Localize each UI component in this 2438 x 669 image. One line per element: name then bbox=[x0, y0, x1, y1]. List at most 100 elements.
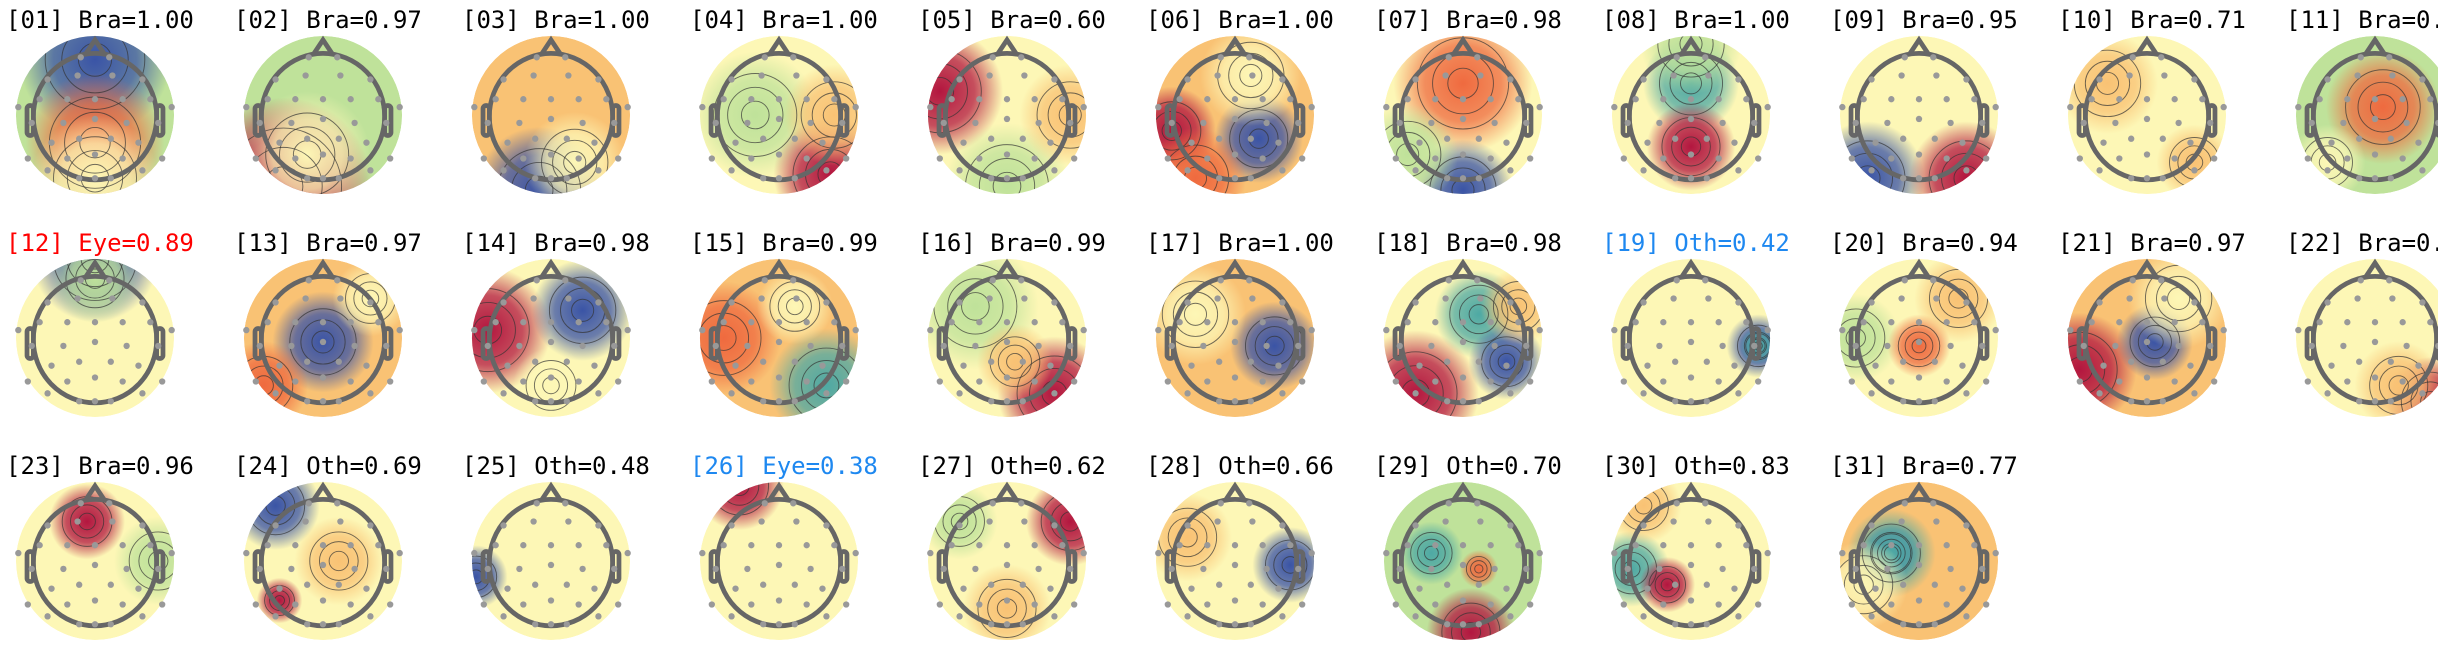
electrode-dot bbox=[2308, 342, 2315, 350]
electrode-dot bbox=[492, 319, 499, 326]
activation-blob bbox=[927, 35, 1004, 155]
component-label: [17] Bra=1.00 bbox=[1146, 229, 1334, 257]
electrode-dot bbox=[107, 175, 114, 182]
component-label: [10] Bra=0.71 bbox=[2058, 6, 2246, 34]
electrode-dot bbox=[1231, 398, 1239, 405]
contour-line bbox=[950, 512, 969, 531]
electrode-dot bbox=[1003, 561, 1011, 569]
nose-icon bbox=[2135, 258, 2159, 279]
component-topomap: [25] Oth=0.48 bbox=[458, 446, 686, 669]
contour-line bbox=[1460, 621, 1482, 641]
electrode-dot bbox=[791, 358, 798, 365]
electrode-dot bbox=[1459, 175, 1467, 182]
contour-line bbox=[1668, 35, 1714, 67]
contour-line bbox=[1451, 612, 1491, 641]
activation-blob bbox=[513, 347, 589, 418]
electrode-dot bbox=[2211, 155, 2218, 162]
electrode-dot bbox=[532, 175, 539, 182]
electrode-dot bbox=[823, 522, 830, 529]
electrode-dot bbox=[2207, 119, 2214, 127]
electrode-dot bbox=[1507, 299, 1514, 306]
electrode-dot bbox=[471, 103, 478, 111]
electrode-dot bbox=[2096, 167, 2103, 174]
electrode-dot bbox=[1702, 54, 1709, 61]
component-topomap: [24] Oth=0.69 bbox=[230, 446, 458, 669]
electrode-dot bbox=[1071, 155, 1078, 162]
electrode-dot bbox=[2419, 167, 2426, 174]
nose-icon bbox=[83, 481, 107, 502]
electrode-dot bbox=[155, 342, 162, 350]
contour-line bbox=[2369, 94, 2396, 121]
contour-line bbox=[1904, 331, 1934, 361]
electrode-dot bbox=[76, 175, 83, 182]
electrode-dot bbox=[337, 72, 344, 79]
electrode-dot bbox=[831, 96, 838, 103]
electrode-dot bbox=[927, 326, 934, 334]
electrode-dot bbox=[1168, 565, 1175, 573]
electrode-dot bbox=[1687, 115, 1695, 123]
electrode-dot bbox=[91, 96, 99, 103]
electrode-dot bbox=[1246, 54, 1253, 61]
electrode-dot bbox=[1507, 390, 1514, 397]
electrode-dot bbox=[1184, 390, 1191, 397]
electrode-dot bbox=[1432, 96, 1439, 103]
electrode-dot bbox=[533, 54, 540, 61]
component-topomap: [31] Bra=0.77 bbox=[1826, 446, 2054, 669]
scalp-map bbox=[1155, 481, 1315, 641]
electrode-dot bbox=[1487, 542, 1494, 549]
electrode-dot bbox=[1959, 585, 1966, 592]
electrode-dot bbox=[1848, 378, 1855, 385]
electrode-dot bbox=[1898, 518, 1905, 525]
electrode-dot bbox=[986, 518, 993, 525]
electrode-dot bbox=[272, 299, 279, 306]
electrode-dot bbox=[1216, 581, 1223, 588]
electrode-dot bbox=[1459, 542, 1467, 549]
electrode-dot bbox=[2427, 319, 2434, 326]
component-topomap: [16] Bra=0.99 bbox=[914, 223, 1142, 446]
electrode-dot bbox=[256, 119, 263, 127]
contour-line bbox=[1654, 572, 1680, 598]
electrode-dot bbox=[760, 135, 767, 142]
electrode-dot bbox=[1915, 398, 1923, 405]
electrode-dot bbox=[1943, 601, 1950, 608]
component-label: [07] Bra=0.98 bbox=[1374, 6, 1562, 34]
electrode-dot bbox=[1933, 518, 1940, 525]
electrode-dot bbox=[1080, 103, 1087, 111]
electrode-dot bbox=[1031, 319, 1038, 326]
electrode-dot bbox=[1703, 358, 1710, 365]
electrode-dot bbox=[956, 390, 963, 397]
electrode-dot bbox=[168, 326, 175, 334]
electrode-dot bbox=[1860, 96, 1867, 103]
contour-line bbox=[1036, 81, 1087, 149]
component-topomap: [07] Bra=0.98 bbox=[1370, 0, 1598, 223]
electrode-dot bbox=[1915, 151, 1923, 158]
contour-line bbox=[1468, 304, 1489, 325]
electrode-dot bbox=[948, 96, 955, 103]
contour-line bbox=[552, 139, 598, 186]
electrode-dot bbox=[319, 151, 327, 158]
electrode-dot bbox=[615, 378, 622, 385]
electrode-dot bbox=[1164, 601, 1171, 608]
component-topomap: [08] Bra=1.00 bbox=[1598, 0, 1826, 223]
nose-icon bbox=[995, 258, 1019, 279]
electrode-dot bbox=[575, 319, 582, 326]
electrode-dot bbox=[363, 362, 370, 369]
electrode-dot bbox=[807, 342, 814, 350]
electrode-dot bbox=[1611, 549, 1618, 557]
activation-blob bbox=[243, 341, 308, 418]
electrode-dot bbox=[1702, 277, 1709, 284]
electrode-dot bbox=[956, 76, 963, 83]
electrode-dot bbox=[803, 155, 810, 162]
electrode-dot bbox=[109, 295, 116, 302]
electrode-dot bbox=[1287, 542, 1294, 549]
electrode-dot bbox=[744, 119, 751, 127]
electrode-dot bbox=[1216, 175, 1223, 182]
electrode-dot bbox=[319, 338, 327, 346]
electrode-dot bbox=[1632, 542, 1639, 549]
electrode-dot bbox=[107, 621, 114, 628]
activation-blob bbox=[1155, 127, 1247, 195]
electrode-dot bbox=[504, 585, 511, 592]
electrode-dot bbox=[2304, 155, 2311, 162]
electrode-dot bbox=[1383, 549, 1390, 557]
electrode-dot bbox=[1003, 398, 1011, 405]
